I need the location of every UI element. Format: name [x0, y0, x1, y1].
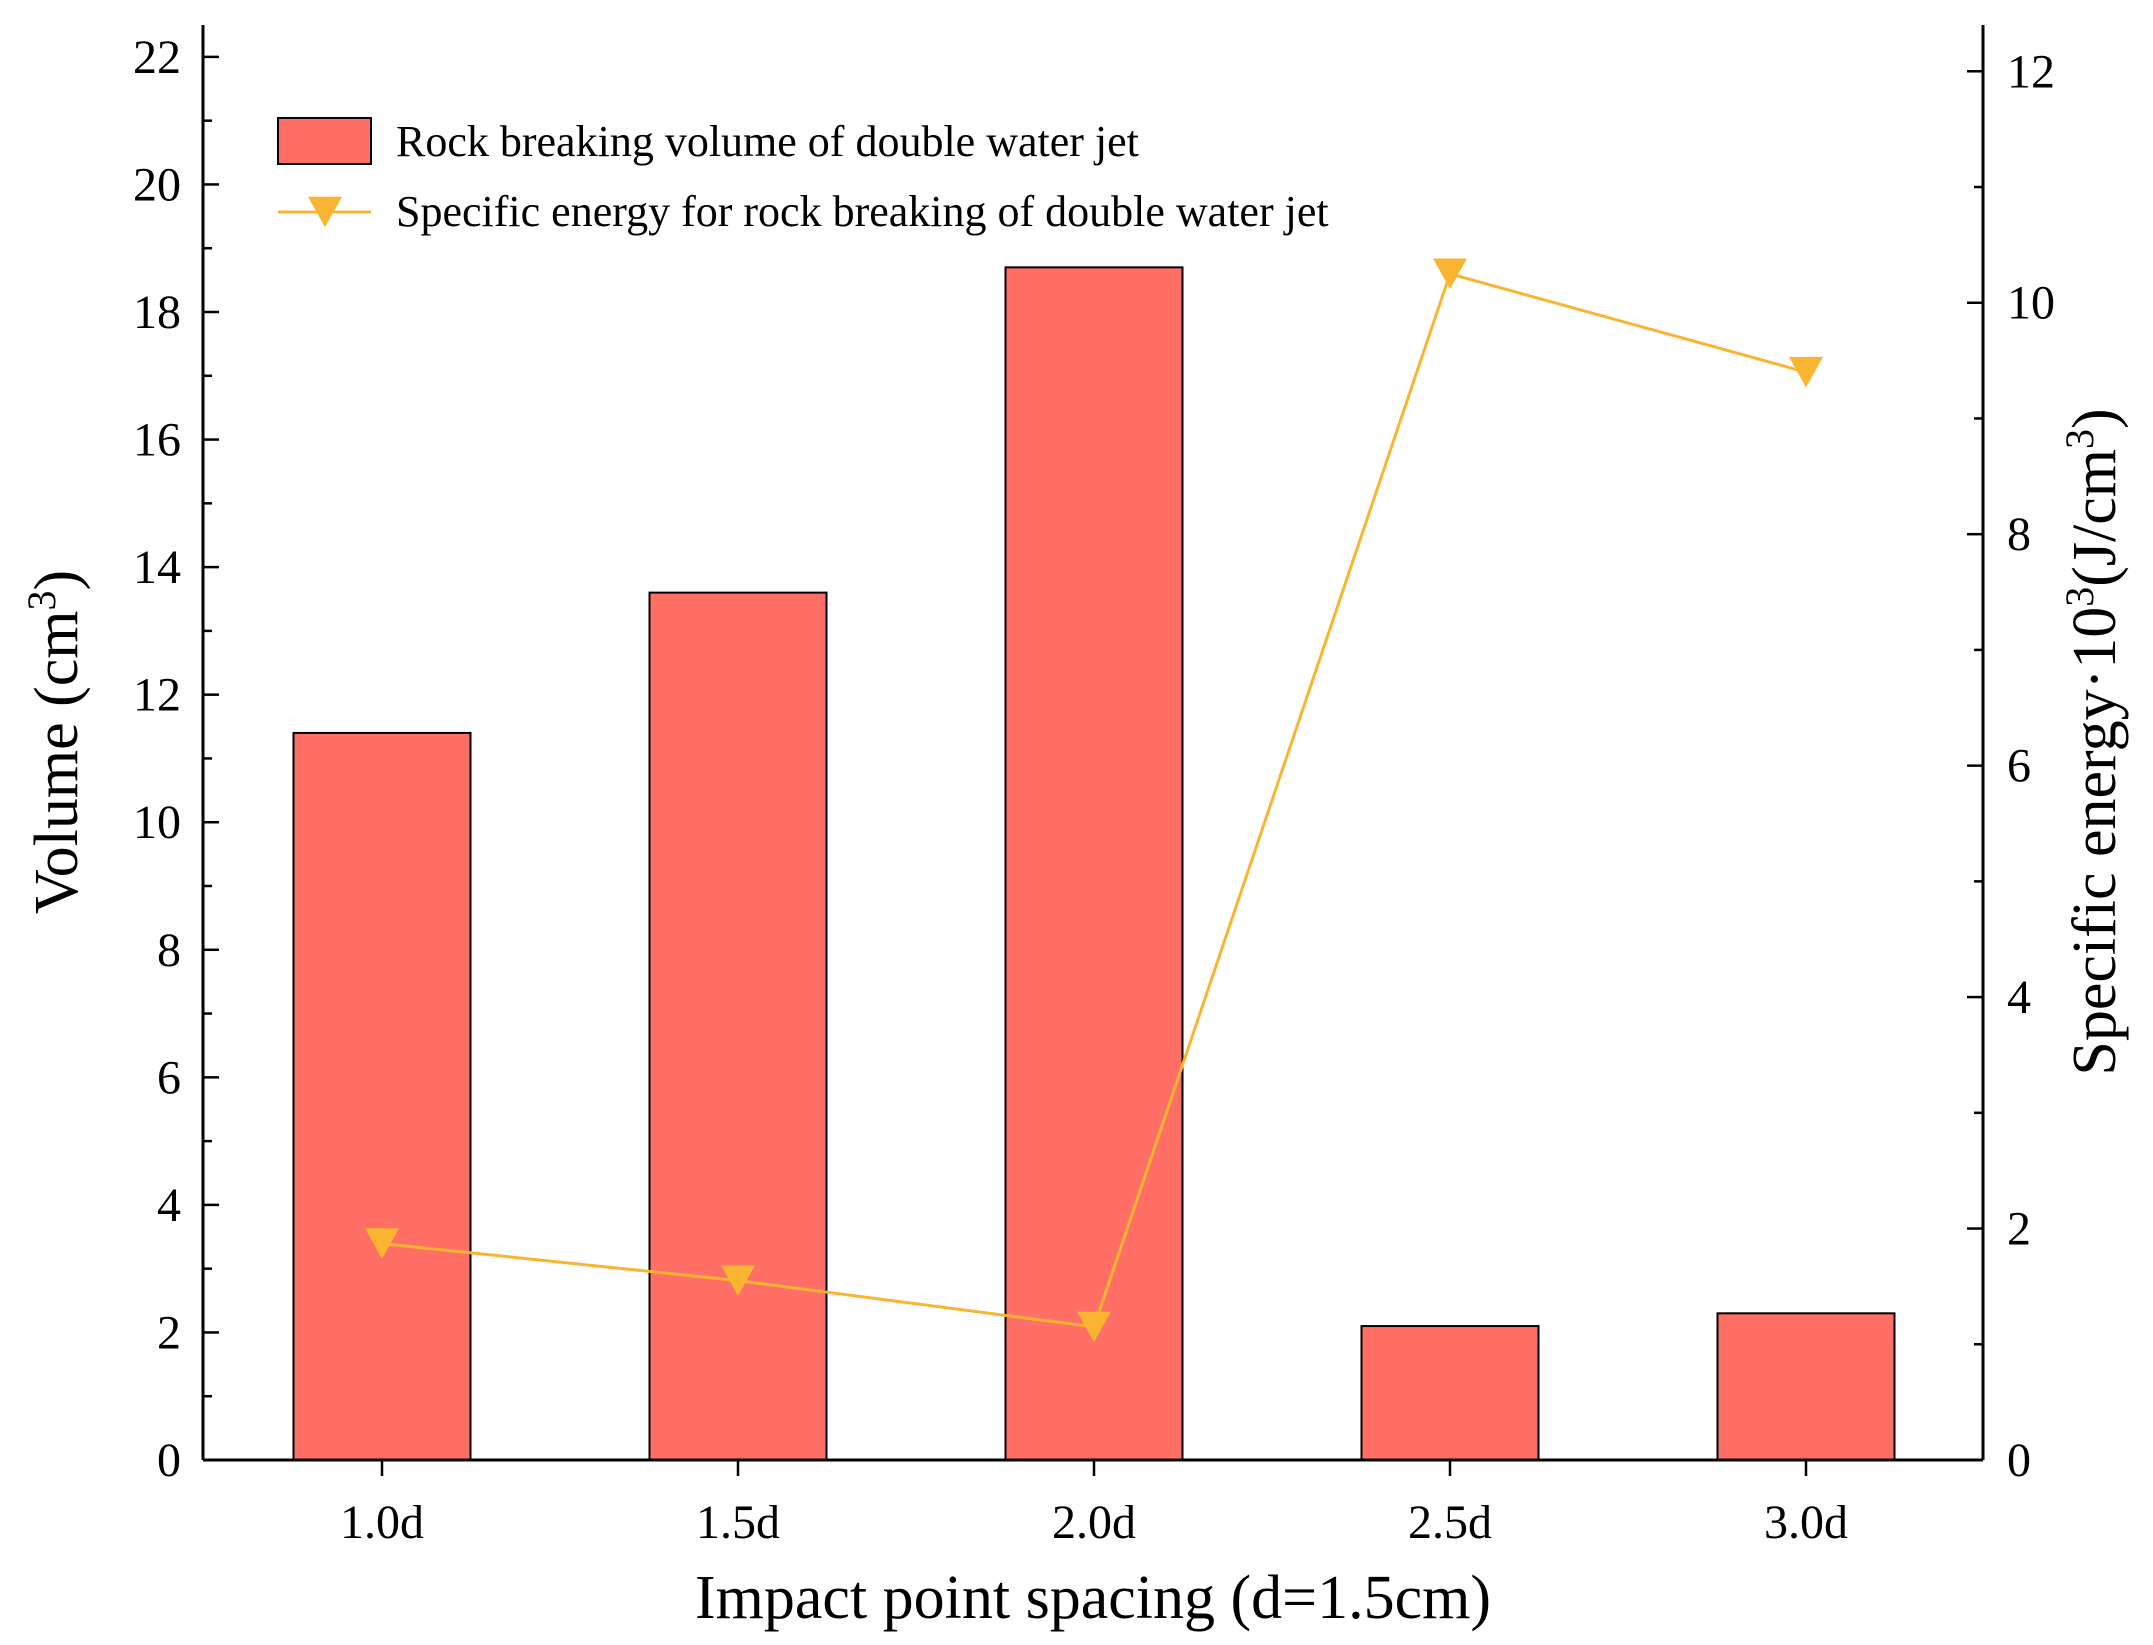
y-tick-label: 20	[133, 158, 181, 211]
y-tick-label: 2	[157, 1306, 181, 1359]
legend-bar-swatch	[277, 117, 372, 165]
x-tick-label: 2.5d	[1408, 1496, 1492, 1549]
axes-layer	[201, 25, 1985, 1476]
energy-point-3.0d	[1789, 356, 1823, 388]
y2-tick-label: 2	[2007, 1203, 2031, 1256]
y-tick-label: 0	[157, 1434, 181, 1487]
y2-tick-label: 4	[2007, 971, 2031, 1024]
y-tick-label: 16	[133, 414, 181, 467]
x-axis-title: Impact point spacing (d=1.5cm)	[695, 1564, 1491, 1632]
legend: Rock breaking volume of double water jet…	[277, 117, 1329, 236]
y2-axis-title: Specific energy·103(J/cm3)	[2057, 408, 2129, 1075]
bar-3.0d	[1716, 1312, 1896, 1462]
energy-point-1.5d	[721, 1265, 755, 1296]
y2-tick-label: 0	[2007, 1434, 2031, 1487]
x-tick-label: 2.0d	[1052, 1496, 1136, 1549]
bar-1.5d	[648, 591, 828, 1461]
y-tick-label: 18	[133, 286, 181, 339]
y-axis-title: Volume (cm3)	[19, 570, 91, 914]
energy-point-2.5d	[1433, 258, 1467, 290]
y2-tick-label: 8	[2007, 508, 2031, 561]
y2-tick-label: 12	[2007, 45, 2055, 98]
bar-1.0d	[292, 731, 472, 1461]
energy-point-1.0d	[365, 1228, 399, 1259]
bar-2.5d	[1360, 1325, 1540, 1461]
y-tick-label: 12	[133, 669, 181, 722]
y-tick-label: 6	[157, 1051, 181, 1104]
x-tick-label: 1.0d	[340, 1496, 424, 1549]
x-tick-label: 3.0d	[1764, 1496, 1848, 1549]
y-tick-label: 10	[133, 796, 181, 849]
y-tick-label: 8	[157, 924, 181, 977]
energy-point-2.0d	[1077, 1311, 1111, 1343]
legend-line-label: Specific energy for rock breaking of dou…	[396, 187, 1329, 236]
legend-bar-label: Rock breaking volume of double water jet	[396, 117, 1139, 166]
x-tick-label: 1.5d	[696, 1496, 780, 1549]
labels-layer: 0 2 4 6 8 10 12 14 16 18 20 22 0 2 4 6 8 10 12 1.0d 1.5d 2.0d…	[19, 31, 2129, 1632]
y-tick-label: 14	[133, 541, 181, 594]
y-tick-label: 4	[157, 1179, 181, 1232]
y-tick-label: 22	[133, 31, 181, 84]
y2-tick-label: 10	[2007, 277, 2055, 330]
bar-2.0d	[1004, 266, 1184, 1461]
bars-layer	[292, 266, 1896, 1462]
y2-tick-label: 6	[2007, 740, 2031, 793]
legend-triangle-marker	[308, 196, 342, 228]
line-layer	[365, 258, 1823, 1343]
